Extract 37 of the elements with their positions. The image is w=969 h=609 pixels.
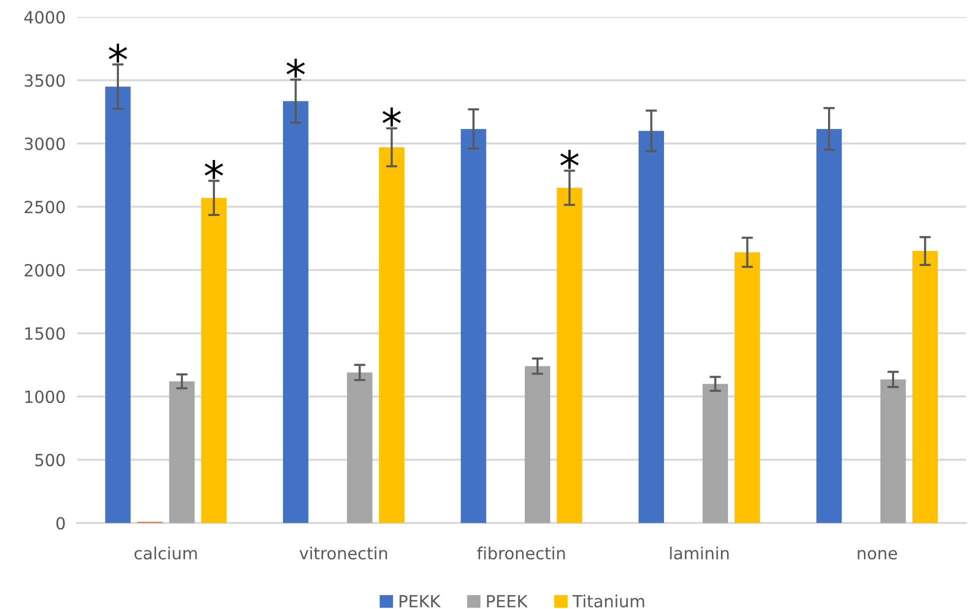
y-tick-label: 500 bbox=[35, 454, 65, 466]
bar bbox=[880, 379, 906, 523]
x-tick-label: fibronectin bbox=[477, 546, 565, 560]
x-tick-label: laminin bbox=[670, 546, 729, 560]
annotation: * bbox=[382, 108, 401, 127]
y-tick-label: 2000 bbox=[24, 264, 65, 277]
y-tick-label: 3000 bbox=[24, 137, 65, 150]
bar bbox=[346, 372, 372, 523]
bar bbox=[169, 381, 195, 523]
bar bbox=[524, 366, 550, 523]
bar bbox=[105, 86, 131, 523]
y-tick-label: 4000 bbox=[24, 10, 65, 24]
x-tick-label: vitronectin bbox=[299, 546, 387, 560]
bar bbox=[912, 251, 938, 523]
bar bbox=[638, 130, 664, 523]
y-tick-label: 0 bbox=[56, 516, 65, 530]
bar bbox=[734, 252, 760, 523]
annotation: * bbox=[108, 44, 128, 63]
y-tick-label: 1000 bbox=[25, 390, 65, 404]
legend-label: PEEK bbox=[487, 595, 528, 608]
annotation: * bbox=[560, 150, 579, 169]
annotation: * bbox=[204, 160, 224, 180]
bar bbox=[556, 188, 582, 523]
bar bbox=[460, 128, 486, 523]
x-tick-label: calcium bbox=[134, 546, 197, 560]
legend-label: PEKK bbox=[400, 595, 441, 608]
legend-label: Titanium bbox=[572, 594, 644, 608]
y-tick-label: 3500 bbox=[24, 74, 65, 87]
bar bbox=[282, 101, 308, 523]
bar bbox=[702, 384, 728, 523]
y-tick-label: 1500 bbox=[25, 327, 65, 340]
x-tick-label: none bbox=[858, 550, 897, 560]
bar bbox=[201, 198, 227, 523]
bar bbox=[816, 128, 842, 523]
annotation: * bbox=[286, 58, 305, 78]
bar bbox=[378, 147, 404, 523]
y-tick-label: 2500 bbox=[24, 200, 65, 214]
